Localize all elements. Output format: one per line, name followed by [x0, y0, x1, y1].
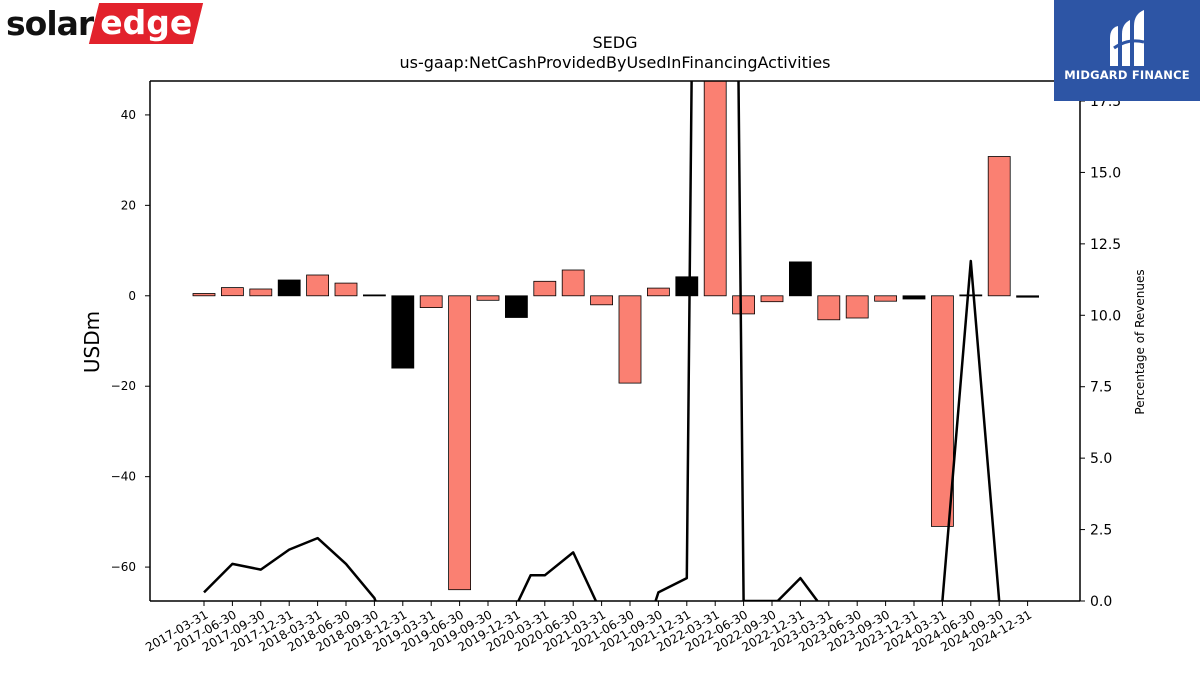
bar-2024-12-31	[1016, 295, 1039, 298]
y2-axis-label: Percentage of Revenues	[1133, 269, 1147, 414]
bar-2017-12-31	[277, 279, 301, 297]
bar-2023-03-31	[817, 295, 841, 321]
bar-2022-06-30	[732, 295, 755, 315]
bar-2024-06-30	[959, 294, 983, 297]
bar-2018-06-30	[334, 282, 358, 297]
bar-2017-06-30	[220, 287, 244, 297]
bar-2021-12-31	[675, 276, 699, 297]
y-tick-label: −60	[111, 560, 136, 574]
bar-2017-09-30	[249, 288, 273, 297]
chart-subtitle-text: us-gaap:NetCashProvidedByUsedInFinancing…	[399, 53, 830, 72]
bar-2023-09-30	[874, 295, 897, 302]
solaredge-logo: solar edge	[6, 2, 204, 44]
bar-2023-06-30	[845, 295, 869, 319]
midgard-finance-logo: MIDGARD FINANCE	[1054, 0, 1200, 101]
logo-text-solar: solar	[6, 3, 94, 43]
y-tick-label: −20	[111, 379, 136, 393]
y2-tick-label: 10.0	[1090, 308, 1121, 324]
midgard-emblem-icon	[1110, 10, 1145, 66]
y2-tick-label: 2.5	[1090, 523, 1112, 539]
bar-2021-03-31	[590, 295, 613, 306]
bar-2023-12-31	[902, 295, 926, 300]
bar-2024-03-31	[931, 295, 954, 527]
logo-text-edge-box: edge	[89, 2, 204, 44]
bar-2018-12-31	[391, 295, 415, 369]
chart-title-text: SEDG	[593, 33, 638, 52]
line-percent-of-revenues	[203, 81, 1001, 601]
bar-2017-03-31	[192, 293, 216, 297]
y2-tick-label: 12.5	[1090, 237, 1121, 253]
bar-2018-03-31	[306, 274, 330, 297]
y2-tick-label: 15.0	[1090, 165, 1121, 181]
bar-2022-12-31	[789, 261, 812, 297]
bar-2019-03-31	[419, 295, 443, 308]
bar-2020-06-30	[561, 269, 585, 297]
bar-2021-09-30	[647, 287, 670, 297]
bar-2024-09-30	[987, 156, 1011, 297]
bar-2022-03-31	[703, 81, 727, 297]
midgard-finance-text: MIDGARD FINANCE	[1064, 68, 1190, 82]
bar-2018-09-30	[362, 294, 386, 297]
plot-area: 40200−20−40−600.02.55.07.510.012.515.017…	[111, 80, 1121, 654]
bar-2019-09-30	[476, 295, 500, 301]
y2-tick-label: 5.0	[1090, 451, 1112, 467]
logo-text-edge: edge	[100, 2, 193, 42]
bar-2022-09-30	[760, 295, 784, 303]
chart-title: SEDG us-gaap:NetCashProvidedByUsedInFina…	[399, 33, 830, 72]
y-tick-label: 0	[128, 289, 136, 303]
y-tick-label: −40	[111, 470, 136, 484]
plot-clip-group	[192, 81, 1039, 601]
bar-2019-12-31	[504, 295, 528, 318]
y2-tick-label: 0.0	[1090, 594, 1112, 610]
y-tick-label: 40	[121, 108, 136, 122]
y-tick-label: 20	[121, 198, 136, 212]
y-axis-label: USDm	[80, 311, 104, 373]
y2-tick-label: 7.5	[1090, 380, 1112, 396]
bar-2021-06-30	[618, 295, 642, 384]
bar-2020-03-31	[533, 280, 557, 297]
bar-2019-06-30	[448, 295, 472, 591]
